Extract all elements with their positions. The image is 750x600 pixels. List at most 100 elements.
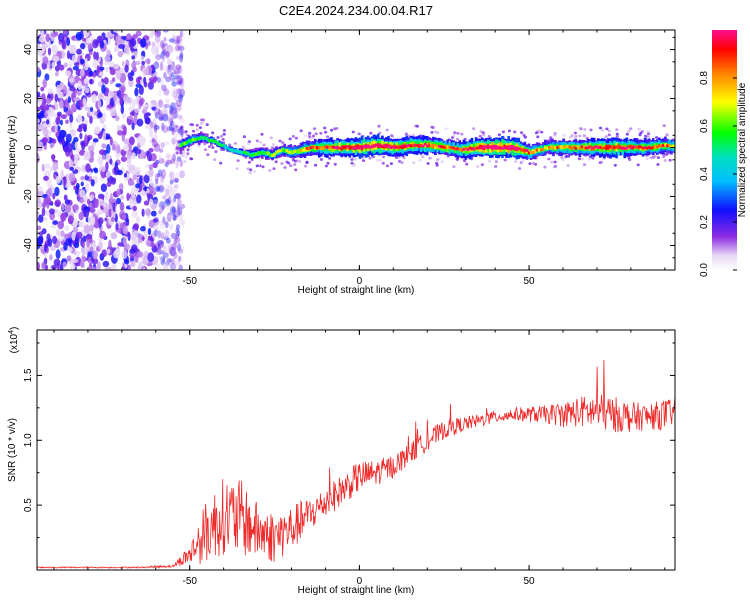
ridge-cell bbox=[370, 145, 374, 149]
noise-speckle bbox=[170, 137, 178, 144]
ridge-cell bbox=[527, 149, 531, 154]
noise-speckle bbox=[110, 232, 118, 240]
ridge-cell bbox=[373, 144, 376, 148]
ridge-cell bbox=[261, 151, 264, 155]
ridge-cell bbox=[393, 146, 396, 150]
noise-speckle bbox=[549, 136, 553, 140]
noise-speckle bbox=[577, 157, 582, 161]
noise-speckle bbox=[154, 173, 159, 182]
noise-speckle bbox=[155, 57, 161, 65]
noise-speckle bbox=[480, 163, 484, 167]
ridge-cell bbox=[383, 144, 386, 147]
noise-speckle bbox=[89, 106, 94, 112]
noise-speckle bbox=[42, 202, 47, 208]
noise-speckle bbox=[87, 145, 95, 152]
noise-speckle bbox=[157, 182, 164, 190]
noise-speckle bbox=[440, 160, 444, 164]
noise-speckle bbox=[415, 124, 419, 128]
noise-speckle bbox=[305, 161, 309, 165]
ridge-cell bbox=[485, 145, 488, 149]
ridge-cell bbox=[468, 148, 472, 152]
ridge-cell bbox=[539, 148, 543, 152]
noise-speckle bbox=[157, 109, 161, 115]
noise-speckle bbox=[180, 221, 185, 229]
ridge-cell bbox=[430, 144, 433, 148]
noise-speckle bbox=[451, 136, 455, 139]
noise-speckle bbox=[174, 95, 179, 101]
noise-speckle bbox=[135, 148, 142, 154]
noise-speckle bbox=[68, 247, 73, 253]
ridge-cell bbox=[668, 144, 671, 147]
ridge-cell bbox=[352, 146, 356, 150]
ridge-cell bbox=[199, 135, 203, 139]
ridge-cell bbox=[228, 147, 231, 151]
noise-speckle bbox=[136, 177, 140, 185]
noise-speckle bbox=[168, 38, 175, 43]
ridge-cell bbox=[311, 145, 315, 149]
noise-speckle bbox=[159, 201, 166, 210]
noise-speckle bbox=[174, 260, 181, 266]
x-tick-label: 0 bbox=[357, 576, 363, 587]
ridge-cell bbox=[403, 145, 407, 148]
noise-speckle bbox=[37, 112, 44, 118]
noise-speckle bbox=[547, 157, 551, 161]
noise-speckle bbox=[513, 130, 517, 134]
noise-speckle bbox=[157, 99, 164, 105]
noise-speckle bbox=[121, 60, 125, 67]
noise-speckle bbox=[55, 175, 61, 184]
noise-speckle bbox=[627, 129, 631, 133]
noise-speckle bbox=[77, 99, 84, 108]
noise-speckle bbox=[649, 156, 653, 160]
ridge-cell bbox=[511, 145, 514, 149]
noise-speckle bbox=[104, 55, 111, 62]
noise-speckle bbox=[150, 30, 154, 36]
noise-speckle bbox=[176, 41, 183, 50]
noise-speckle bbox=[553, 160, 557, 164]
noise-speckle bbox=[268, 169, 272, 172]
noise-speckle bbox=[81, 254, 85, 264]
ridge-cell bbox=[466, 148, 470, 151]
noise-speckle bbox=[179, 51, 184, 60]
noise-speckle bbox=[319, 131, 323, 135]
noise-speckle bbox=[52, 235, 58, 245]
noise-speckle bbox=[166, 126, 172, 132]
noise-speckle bbox=[293, 163, 297, 166]
colorbar-gradient bbox=[712, 30, 737, 270]
noise-speckle bbox=[377, 124, 381, 128]
noise-speckle bbox=[63, 176, 67, 187]
noise-speckle bbox=[134, 254, 139, 263]
noise-speckle bbox=[122, 236, 127, 246]
ridge-cell bbox=[609, 146, 612, 151]
noise-speckle bbox=[41, 262, 46, 270]
noise-speckle bbox=[404, 132, 408, 136]
ridge-cell bbox=[480, 147, 484, 150]
ridge-cell bbox=[340, 145, 343, 149]
noise-speckle bbox=[98, 149, 106, 156]
noise-speckle bbox=[176, 68, 181, 74]
ridge-cell bbox=[216, 141, 219, 145]
noise-speckle bbox=[174, 208, 179, 216]
noise-speckle bbox=[164, 221, 169, 229]
noise-speckle bbox=[67, 215, 74, 225]
noise-speckle bbox=[154, 107, 161, 116]
noise-speckle bbox=[280, 162, 284, 165]
noise-speckle bbox=[233, 142, 237, 145]
noise-speckle bbox=[160, 40, 165, 49]
noise-speckle bbox=[460, 132, 464, 136]
noise-speckle bbox=[162, 113, 169, 122]
noise-speckle bbox=[83, 64, 89, 71]
noise-speckle bbox=[169, 120, 175, 126]
noise-speckle bbox=[145, 163, 150, 168]
noise-speckle bbox=[162, 216, 166, 225]
noise-speckle bbox=[143, 76, 147, 84]
ridge-cell bbox=[285, 150, 288, 154]
ridge-cell bbox=[401, 144, 405, 148]
noise-speckle bbox=[163, 202, 169, 209]
noise-speckle bbox=[313, 127, 317, 130]
ridge-cell bbox=[515, 147, 519, 151]
noise-speckle bbox=[157, 101, 164, 107]
noise-speckle bbox=[112, 30, 120, 33]
noise-speckle bbox=[411, 134, 415, 137]
noise-speckle bbox=[184, 130, 188, 133]
noise-speckle bbox=[177, 95, 183, 100]
